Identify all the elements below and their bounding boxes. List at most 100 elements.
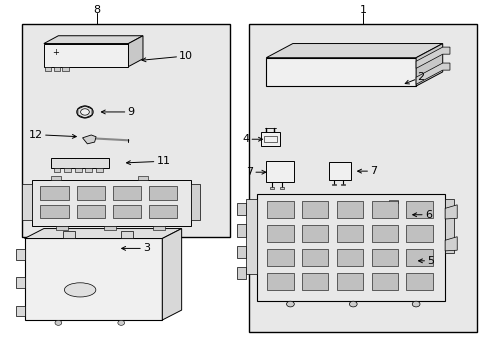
Bar — [371, 225, 397, 242]
Bar — [24, 238, 162, 320]
Bar — [336, 273, 363, 290]
Circle shape — [81, 109, 89, 115]
Bar — [406, 225, 432, 242]
Bar — [32, 180, 191, 226]
Polygon shape — [265, 44, 442, 58]
Bar — [341, 184, 344, 185]
Text: 5: 5 — [418, 256, 433, 266]
Bar — [44, 44, 128, 67]
Bar — [266, 225, 293, 242]
Bar — [266, 249, 293, 266]
Bar — [332, 184, 335, 185]
Bar — [104, 226, 116, 230]
Bar — [388, 200, 397, 203]
Bar — [336, 249, 363, 266]
Circle shape — [286, 301, 294, 307]
Bar — [41, 205, 68, 218]
Text: 1: 1 — [359, 5, 366, 15]
Bar — [237, 267, 245, 279]
Bar — [245, 199, 256, 274]
Bar — [406, 273, 432, 290]
Bar — [302, 249, 328, 266]
Circle shape — [77, 106, 93, 118]
Bar — [266, 273, 293, 290]
Polygon shape — [162, 229, 181, 320]
Polygon shape — [128, 36, 142, 67]
Text: 2: 2 — [405, 72, 424, 84]
Ellipse shape — [64, 283, 96, 297]
Bar — [371, 201, 397, 218]
Bar — [16, 278, 24, 288]
Bar — [77, 205, 104, 218]
Bar — [328, 162, 350, 180]
Polygon shape — [415, 44, 442, 86]
Bar — [149, 205, 177, 218]
Bar — [261, 132, 279, 145]
Bar — [16, 249, 24, 260]
Bar — [75, 168, 81, 172]
Bar — [406, 201, 432, 218]
Bar — [266, 201, 293, 218]
Bar — [384, 203, 401, 224]
Text: 6: 6 — [412, 210, 431, 220]
Bar — [62, 67, 68, 71]
Polygon shape — [82, 135, 96, 144]
Bar — [96, 168, 102, 172]
Circle shape — [118, 320, 124, 325]
Bar — [302, 225, 328, 242]
Bar — [149, 186, 177, 200]
Text: 10: 10 — [142, 51, 193, 62]
Circle shape — [349, 301, 356, 307]
Text: 7: 7 — [245, 167, 265, 177]
Bar — [237, 203, 245, 215]
Text: 3: 3 — [122, 243, 150, 253]
Bar — [302, 273, 328, 290]
Polygon shape — [24, 229, 181, 238]
Bar — [113, 186, 141, 200]
Bar — [336, 225, 363, 242]
Text: 4: 4 — [242, 134, 262, 144]
Bar — [237, 224, 245, 237]
Bar — [85, 168, 92, 172]
Bar — [256, 194, 444, 301]
Bar — [45, 67, 51, 71]
Bar — [249, 24, 476, 332]
Bar — [371, 273, 397, 290]
Bar — [444, 199, 453, 253]
Polygon shape — [121, 231, 133, 238]
Bar — [269, 187, 273, 189]
Bar — [265, 161, 294, 183]
Bar — [51, 158, 109, 168]
Text: 11: 11 — [126, 156, 170, 166]
Polygon shape — [444, 205, 456, 219]
Bar — [22, 184, 32, 220]
Bar — [16, 306, 24, 316]
Bar — [237, 246, 245, 258]
Text: 9: 9 — [101, 107, 134, 117]
Bar — [264, 136, 276, 142]
Bar — [279, 187, 283, 189]
Polygon shape — [444, 237, 456, 251]
Bar — [265, 58, 415, 86]
Bar — [371, 249, 397, 266]
Bar — [113, 205, 141, 218]
Polygon shape — [415, 63, 449, 84]
Bar — [77, 186, 104, 200]
Bar — [138, 176, 147, 180]
Text: +: + — [52, 48, 59, 57]
Bar — [56, 226, 68, 230]
Polygon shape — [63, 231, 75, 238]
Bar — [41, 186, 68, 200]
Text: 12: 12 — [29, 130, 76, 140]
Bar — [302, 201, 328, 218]
Bar — [152, 226, 164, 230]
Text: 8: 8 — [93, 5, 101, 15]
Polygon shape — [396, 251, 411, 261]
Bar — [336, 201, 363, 218]
Bar — [191, 184, 200, 220]
Bar — [53, 67, 60, 71]
Bar — [22, 24, 229, 237]
Circle shape — [55, 320, 61, 325]
Text: 7: 7 — [357, 166, 377, 176]
Bar — [406, 249, 432, 266]
